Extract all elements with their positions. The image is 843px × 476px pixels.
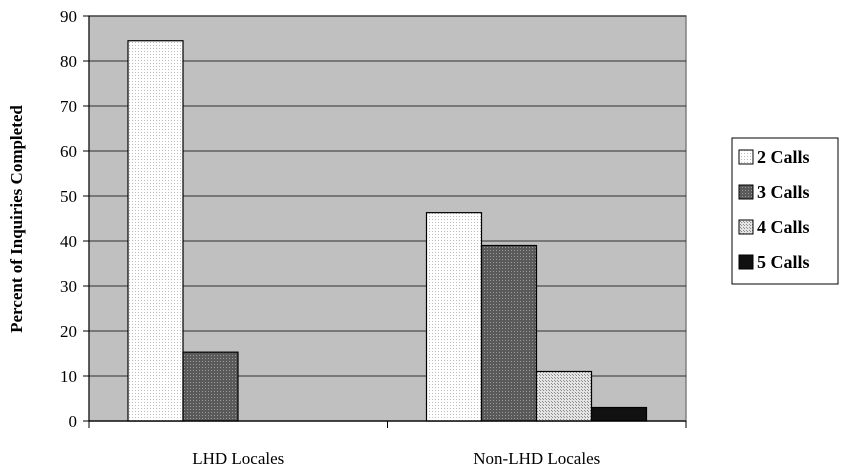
bar-3-calls (182, 351, 239, 422)
bar-3-calls (480, 244, 538, 422)
legend-label: 3 Calls (757, 182, 810, 202)
legend-label: 5 Calls (757, 252, 810, 272)
bar-4-calls (535, 370, 593, 422)
y-tick-label: 60 (60, 142, 77, 161)
legend-swatch (738, 149, 754, 165)
bar-2-calls (425, 212, 483, 422)
legend-swatch (738, 254, 754, 270)
x-tick-label: LHD Locales (192, 449, 284, 468)
y-tick-label: 30 (60, 277, 77, 296)
bar-5-calls (590, 406, 648, 422)
bar-2-calls (127, 40, 184, 422)
y-tick-label: 40 (60, 232, 77, 251)
x-tick-label: Non-LHD Locales (473, 449, 600, 468)
y-tick-label: 10 (60, 367, 77, 386)
legend: 2 Calls 3 Calls 4 Calls 5 Calls (731, 137, 839, 285)
y-tick-label: 50 (60, 187, 77, 206)
y-tick-label: 20 (60, 322, 77, 341)
y-axis-label: Percent of Inquiries Completed (7, 105, 26, 333)
y-axis: 0 10 20 30 40 50 60 70 80 90 (60, 7, 90, 431)
legend-swatch (738, 184, 754, 200)
y-tick-label: 90 (60, 7, 77, 26)
x-axis: LHD Locales Non-LHD Locales (88, 420, 687, 468)
y-tick-label: 0 (69, 412, 78, 431)
legend-label: 4 Calls (757, 217, 810, 237)
y-tick-label: 70 (60, 97, 77, 116)
y-tick-label: 80 (60, 52, 77, 71)
legend-swatch (738, 219, 754, 235)
bars (127, 40, 648, 422)
legend-label: 2 Calls (757, 147, 810, 167)
